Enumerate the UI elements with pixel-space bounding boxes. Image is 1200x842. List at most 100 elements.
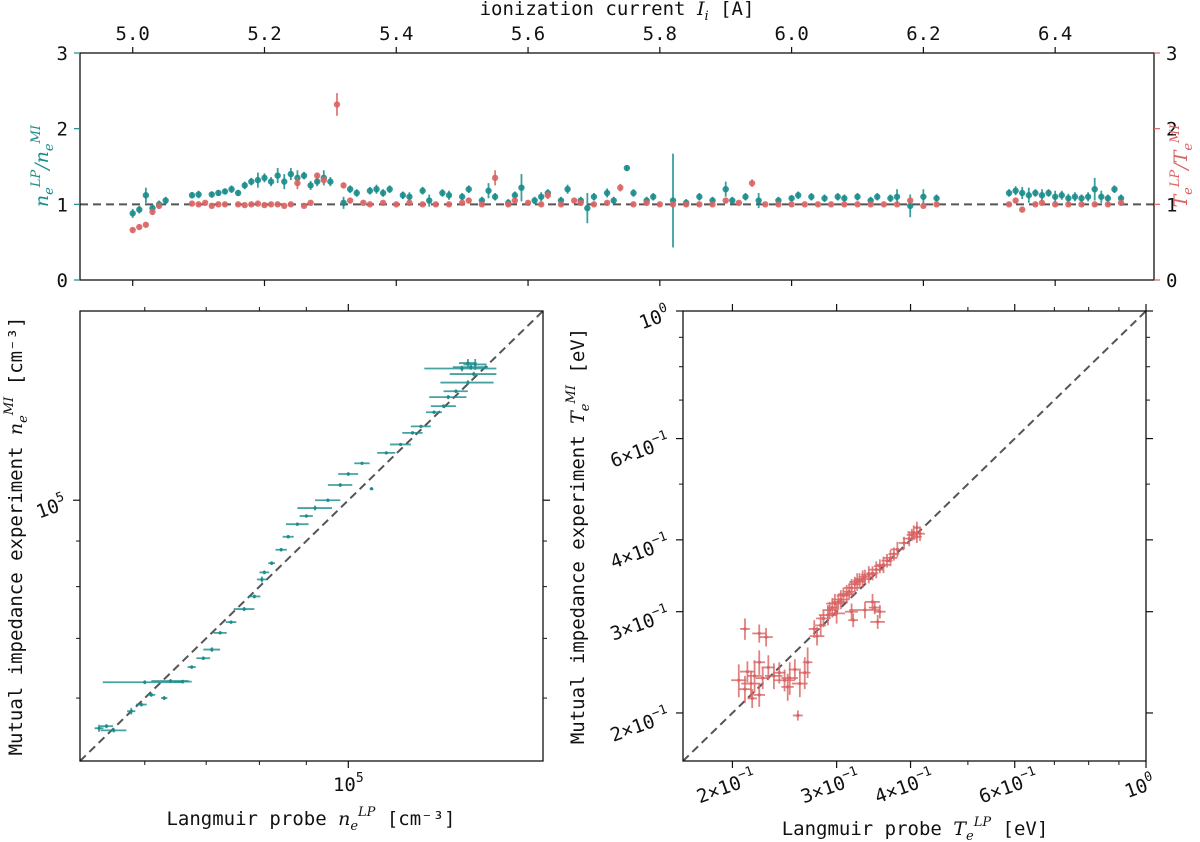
data-point [441,404,446,408]
red-point [538,201,545,208]
data-point [861,577,865,581]
red-point [814,201,822,208]
red-point [1051,201,1059,208]
data-point [839,597,843,602]
teal-point [1032,189,1039,197]
data-point [745,670,750,674]
red-point [261,201,268,209]
teal-point [248,178,255,185]
data-point-group [853,573,866,588]
red-point [801,201,808,208]
data-point-group [854,570,871,588]
data-point-group [876,556,891,574]
x-tick-label: 100 [1121,769,1158,803]
data-point-group [452,364,489,370]
data-point-group [410,424,431,428]
x-tick-label: 4×10−1 [871,764,937,808]
red-point [254,200,262,207]
teal-point [1078,195,1085,202]
red-point [346,197,354,204]
data-point [885,559,889,563]
y-tick-label: 105 [32,489,69,523]
teal-point [564,186,571,193]
data-point [286,535,290,539]
data-point-group [389,442,411,447]
teal-point [439,189,446,197]
data-point-group [256,576,267,583]
data-point [743,687,747,691]
red-point [195,201,202,208]
data-point [313,506,317,510]
teal-point [366,187,374,194]
data-point-group [759,628,773,647]
data-point [863,608,867,612]
teal-point [1084,193,1092,200]
red-point [570,197,578,204]
ratio-markers [129,93,1125,248]
red-point [215,201,222,208]
red-point [320,176,327,184]
data-point-group [802,647,813,679]
x-tick-label: 105 [333,771,364,796]
teal-point [1025,192,1033,199]
data-point [912,530,916,535]
data-point [270,561,274,565]
data-point [338,483,342,487]
data-point-group [225,620,237,624]
data-point-group [196,656,211,660]
teal-point [1091,186,1098,193]
left-y-ticks: 0 1 2 3 [57,43,80,292]
x-tick-label: 6×10−1 [975,764,1041,808]
red-point [1005,201,1013,208]
red-point [788,201,795,208]
data-point [821,616,826,621]
red-point [379,199,387,207]
y-tick-label: 2×10−1 [606,702,672,746]
density-panel-frame [79,310,544,762]
data-point-group [297,505,333,511]
teal-point [603,189,611,197]
teal-point [887,195,894,202]
data-point [757,631,761,636]
red-point [129,226,136,234]
data-point-group [377,451,396,455]
data-point-group [440,380,494,385]
data-point-group [753,650,765,675]
teal-point [630,189,637,197]
data-point-group [99,724,113,729]
data-point [845,592,849,596]
red-point [696,201,703,208]
data-point [819,623,823,627]
red-point [1038,199,1046,207]
data-point-group [755,667,770,690]
left-y-tick-label: 0 [57,270,68,292]
data-point [432,410,436,414]
data-point-group [753,683,765,707]
data-point-group [731,664,747,698]
red-point [221,201,229,208]
data-point [874,568,878,572]
teal-point [254,176,262,184]
red-point [314,172,321,179]
identity-dashed-line [682,310,1147,762]
data-point-group [883,550,898,567]
teal-point [742,193,749,200]
data-point [149,693,153,697]
data-point-group [740,661,755,683]
data-point [786,685,790,689]
data-point [190,665,194,669]
data-point [398,442,403,447]
data-point-group [740,618,750,640]
red-point [281,202,288,210]
teal-point [808,193,815,200]
data-point [295,522,299,526]
data-point [410,431,415,435]
data-point [139,702,144,707]
teal-point [346,186,354,193]
data-point [878,610,882,614]
teal-point [696,193,703,200]
teal-point [1098,193,1105,200]
red-point [1032,201,1039,208]
x-tick-label: 5.6 [511,23,545,45]
data-point [279,548,283,552]
